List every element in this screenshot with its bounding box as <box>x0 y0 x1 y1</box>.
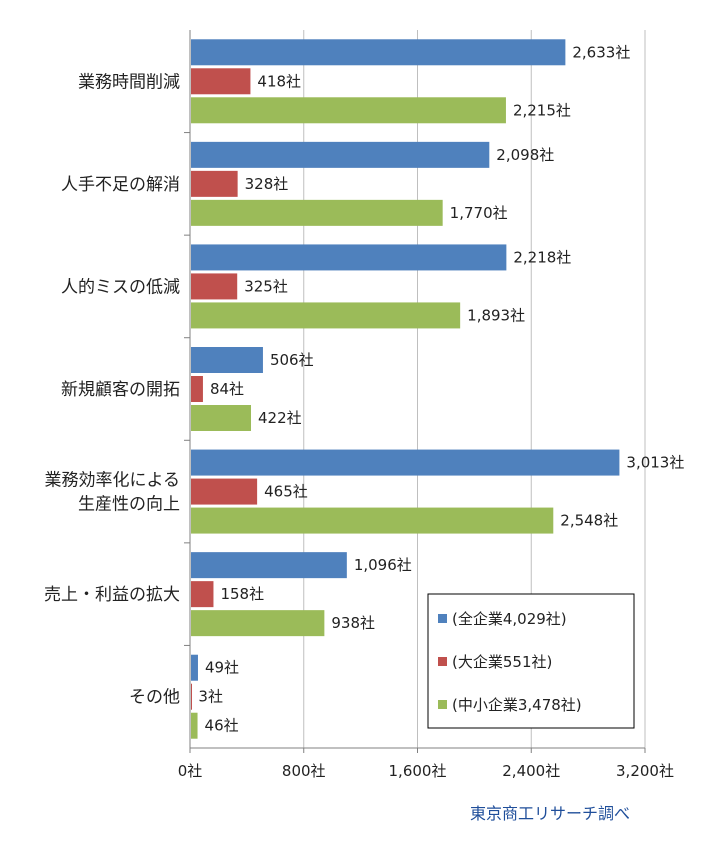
legend-label: (大企業551社) <box>452 653 552 671</box>
bar-0-6 <box>191 654 198 681</box>
bar-1-4 <box>191 478 258 505</box>
x-tick-label: 0社 <box>178 762 203 780</box>
bar-1-0 <box>191 68 251 95</box>
bar-0-5 <box>191 552 347 579</box>
data-label: 2,548社 <box>560 512 618 530</box>
data-label: 158社 <box>220 585 264 603</box>
data-label: 3,013社 <box>626 454 684 472</box>
bar-0-0 <box>191 39 566 66</box>
bar-2-4 <box>191 507 554 534</box>
category-label: 人的ミスの低減 <box>61 277 180 297</box>
legend-swatch <box>438 700 447 709</box>
x-tick-label: 1,600社 <box>389 762 447 780</box>
data-label: 328社 <box>245 175 289 193</box>
data-label: 3社 <box>198 688 223 706</box>
data-label: 46社 <box>205 717 239 735</box>
bar-1-1 <box>191 170 238 197</box>
data-label: 938社 <box>331 614 375 632</box>
data-label: 2,215社 <box>513 101 571 119</box>
category-label: 人手不足の解消 <box>61 175 180 195</box>
data-label: 465社 <box>264 483 308 501</box>
data-label: 49社 <box>205 659 239 677</box>
category-label: 業務効率化による <box>45 471 181 491</box>
bar-0-3 <box>191 347 263 373</box>
source-note: 東京商工リサーチ調べ <box>470 804 631 823</box>
data-label: 2,218社 <box>513 248 571 266</box>
x-tick-label: 3,200社 <box>616 762 674 780</box>
category-label: 業務時間削減 <box>78 72 180 92</box>
category-label: その他 <box>129 688 180 708</box>
x-tick-label: 2,400社 <box>502 762 560 780</box>
data-label: 506社 <box>270 351 314 369</box>
legend-swatch <box>438 614 447 623</box>
legend-label: (中小企業3,478社) <box>452 696 582 714</box>
legend-label: (全企業4,029社) <box>452 610 567 628</box>
legend-swatch <box>438 657 447 666</box>
bar-0-2 <box>191 244 507 271</box>
bar-1-5 <box>191 581 214 608</box>
data-label: 84社 <box>210 380 244 398</box>
bar-1-2 <box>191 273 238 300</box>
category-label: 新規顧客の開拓 <box>61 380 180 400</box>
bar-0-1 <box>191 141 490 168</box>
bar-2-2 <box>191 302 461 329</box>
bar-2-6 <box>191 712 198 739</box>
legend-box <box>427 593 635 729</box>
category-label: 生産性の向上 <box>78 495 180 515</box>
bar-1-3 <box>191 376 203 402</box>
data-label: 1,893社 <box>467 306 525 324</box>
data-label: 418社 <box>257 72 301 90</box>
bar-1-6 <box>191 683 192 710</box>
x-tick-label: 800社 <box>282 762 326 780</box>
bar-2-1 <box>191 199 443 226</box>
bar-2-0 <box>191 97 506 124</box>
bar-0-4 <box>191 449 620 476</box>
bar-2-5 <box>191 610 325 637</box>
data-label: 2,098社 <box>496 146 554 164</box>
data-label: 422社 <box>258 409 302 427</box>
data-label: 1,096社 <box>354 556 412 574</box>
data-label: 2,633社 <box>572 43 630 61</box>
data-label: 325社 <box>244 277 288 295</box>
bar-2-3 <box>191 405 252 431</box>
category-label: 売上・利益の拡大 <box>44 585 180 605</box>
data-label: 1,770社 <box>450 204 508 222</box>
